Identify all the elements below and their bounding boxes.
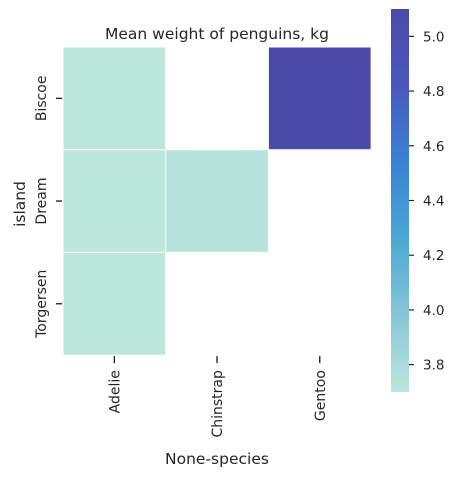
colorbar [391,9,409,392]
heatmap-cell-dream-chinstrap [165,149,269,253]
x-axis-label: None-species [165,450,269,468]
heatmap-cell-dream-adelie [62,149,167,253]
x-tick-label: Gentoo [313,370,329,421]
y-tick-label: Biscoe [34,76,50,122]
y-axis-ticks: Biscoe Dream Torgersen [34,76,62,339]
colorbar-tick-label: 4.4 [423,194,444,210]
colorbar-tick-label: 4.6 [423,139,444,155]
x-tick-label: Adelie [107,370,123,413]
colorbar-tick-label: 4.0 [423,303,444,319]
heatmap-cell-biscoe-adelie [62,46,167,151]
heatmap-cells [62,46,372,356]
colorbar-tick-label: 4.2 [423,248,444,264]
y-tick-label: Dream [34,178,50,225]
y-tick-label: Torgersen [34,270,50,339]
chart-title: Mean weight of penguins, kg [105,25,329,43]
colorbar-tick-label: 5.0 [423,29,444,45]
x-axis-ticks: Adelie Chinstrap Gentoo [107,356,329,438]
x-tick-label: Chinstrap [210,370,226,438]
y-axis-label: island [11,181,29,227]
colorbar-tick-label: 3.8 [423,358,444,374]
heatmap-cell-biscoe-gentoo [267,46,372,151]
heatmap-cell-torgersen-adelie [62,251,167,356]
colorbar-ticks: 3.8 4.0 4.2 4.4 4.6 4.8 5.0 [409,29,444,374]
colorbar-tick-label: 4.8 [423,84,444,100]
